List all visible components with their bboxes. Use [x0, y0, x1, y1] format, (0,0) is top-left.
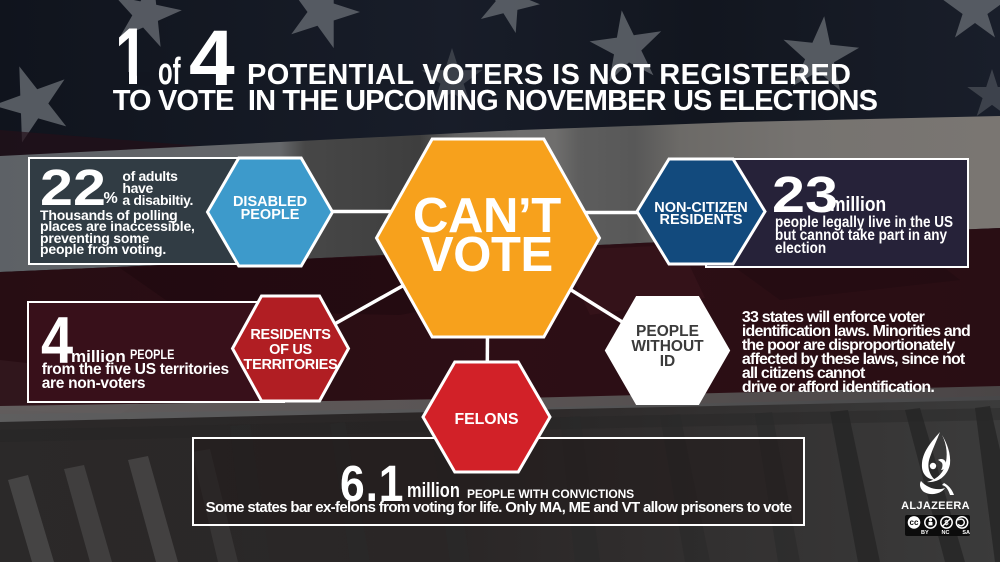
svg-text:cc: cc: [910, 518, 919, 527]
